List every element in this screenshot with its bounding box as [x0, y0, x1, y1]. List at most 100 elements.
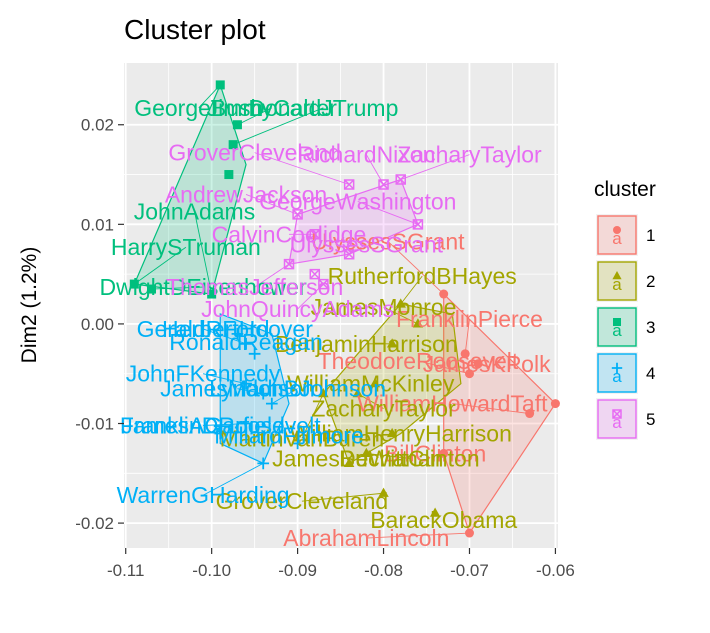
data-point	[343, 457, 355, 467]
label-connector	[464, 318, 470, 354]
point-label: WarrenGHarding	[117, 482, 290, 508]
label-connector	[232, 107, 324, 146]
point-label: CalvinCoolidge	[212, 221, 367, 247]
point-label: GroverCleveland	[168, 140, 341, 166]
legend-label: 4	[646, 364, 655, 383]
data-point	[129, 279, 139, 289]
data-point	[318, 388, 329, 398]
data-point	[240, 377, 252, 390]
data-point	[283, 258, 295, 270]
point-label: FranklinDRoosevelt	[120, 413, 321, 439]
plot-panel	[124, 63, 558, 548]
label-connector	[357, 201, 419, 225]
x-tick-label: -0.07	[450, 561, 489, 580]
point-label: JimmyCarter	[207, 95, 338, 121]
grid-major	[124, 63, 558, 548]
point-labels: UlyssesSGrant FranklinPierce TheodoreRoose…	[100, 95, 552, 551]
point-label: WilliamHowardTaft	[357, 391, 548, 417]
data-point	[248, 347, 261, 360]
data-point	[439, 448, 449, 458]
y-tick-label: -0.02	[75, 514, 114, 533]
data-point	[460, 349, 470, 359]
legend-key-fill	[597, 307, 637, 347]
x-tick-label: -0.06	[536, 561, 575, 580]
legend-key-letter: a	[612, 275, 622, 294]
legend-label: 1	[646, 226, 655, 245]
label-connector	[366, 532, 470, 539]
label-connector	[301, 393, 324, 439]
x-tick-label: -0.09	[278, 561, 317, 580]
legend-key-marker	[613, 226, 621, 234]
label-connectors	[134, 84, 530, 539]
point-label: MillardFillmore	[214, 422, 364, 448]
legend-key-letter: a	[612, 413, 622, 432]
data-point	[378, 179, 389, 190]
point-label: TheodoreRoosevelt	[318, 348, 519, 374]
label-connector	[301, 492, 384, 502]
data-point	[352, 388, 363, 398]
data-point	[240, 337, 252, 350]
legend-label: 2	[646, 272, 655, 291]
point-label: DonaldJTrump	[248, 95, 398, 121]
data-point	[232, 120, 242, 130]
point-label: GeraldRFord	[137, 316, 270, 342]
label-connector	[400, 275, 423, 305]
point-label: WilliamHenryHarrison	[290, 420, 512, 446]
label-connector	[348, 243, 367, 255]
legend-key-fill	[597, 399, 637, 439]
data-point	[318, 278, 329, 290]
point-label: JohnQuincyAdams	[201, 296, 394, 322]
point-label: JamesMadison	[160, 376, 315, 402]
data-point	[214, 427, 227, 440]
point-label: UlyssesSGrant	[311, 228, 465, 254]
x-axis: -0.11 -0.10 -0.09 -0.08 -0.07 -0.06	[107, 548, 575, 580]
legend-key-letter: a	[612, 321, 622, 340]
legend-key-fill	[597, 215, 637, 255]
chart-title: Cluster plot	[124, 14, 266, 45]
legend: a 1 a 2 a 3 a 4 a 5	[596, 214, 655, 440]
label-connector	[202, 328, 247, 345]
data-point	[412, 219, 424, 230]
label-connector	[202, 373, 247, 385]
y-tick-label: 0.01	[81, 215, 114, 234]
data-point	[207, 289, 217, 299]
data-point	[257, 457, 270, 470]
legend-key-bg	[596, 260, 638, 302]
label-connector	[366, 452, 410, 459]
point-label: ZacharyTaylor	[311, 396, 456, 422]
legend-key-bg	[596, 398, 638, 440]
cluster-hull-4	[219, 313, 290, 465]
legend-key-letter: a	[612, 367, 622, 386]
point-label: JohnAdams	[134, 198, 255, 224]
legend-key-marker	[613, 318, 621, 326]
legend-key-bg	[596, 306, 638, 348]
data-point	[386, 427, 398, 438]
data-point	[231, 328, 244, 340]
data-point	[265, 397, 278, 410]
y-tick-label: -0.01	[75, 415, 114, 434]
point-label: JamesMonroe	[311, 294, 457, 320]
legend-key-marker	[612, 271, 622, 280]
data-point	[343, 179, 355, 190]
legend-key-marker	[611, 362, 623, 374]
label-connector	[134, 246, 187, 285]
data-point	[378, 487, 389, 497]
label-connector	[237, 107, 273, 126]
data-point	[257, 387, 270, 400]
legend-label: 3	[646, 318, 655, 337]
label-connector	[151, 286, 204, 290]
data-point	[439, 289, 449, 299]
y-axis-title: Dim2 (1.2%)	[18, 247, 41, 364]
point-label: JamesBuchanan	[272, 445, 443, 471]
label-connector	[254, 263, 290, 288]
data-point	[473, 359, 483, 369]
point-label: AndrewJackson	[165, 181, 327, 207]
point-label: RonaldReagan	[169, 329, 322, 355]
data-point	[395, 174, 406, 185]
point-label: ZacharyTaylor	[397, 142, 542, 168]
data-point	[147, 284, 157, 294]
data-point	[386, 338, 398, 348]
data-point	[240, 417, 252, 430]
point-label: LyndonBJohnson	[209, 376, 386, 402]
